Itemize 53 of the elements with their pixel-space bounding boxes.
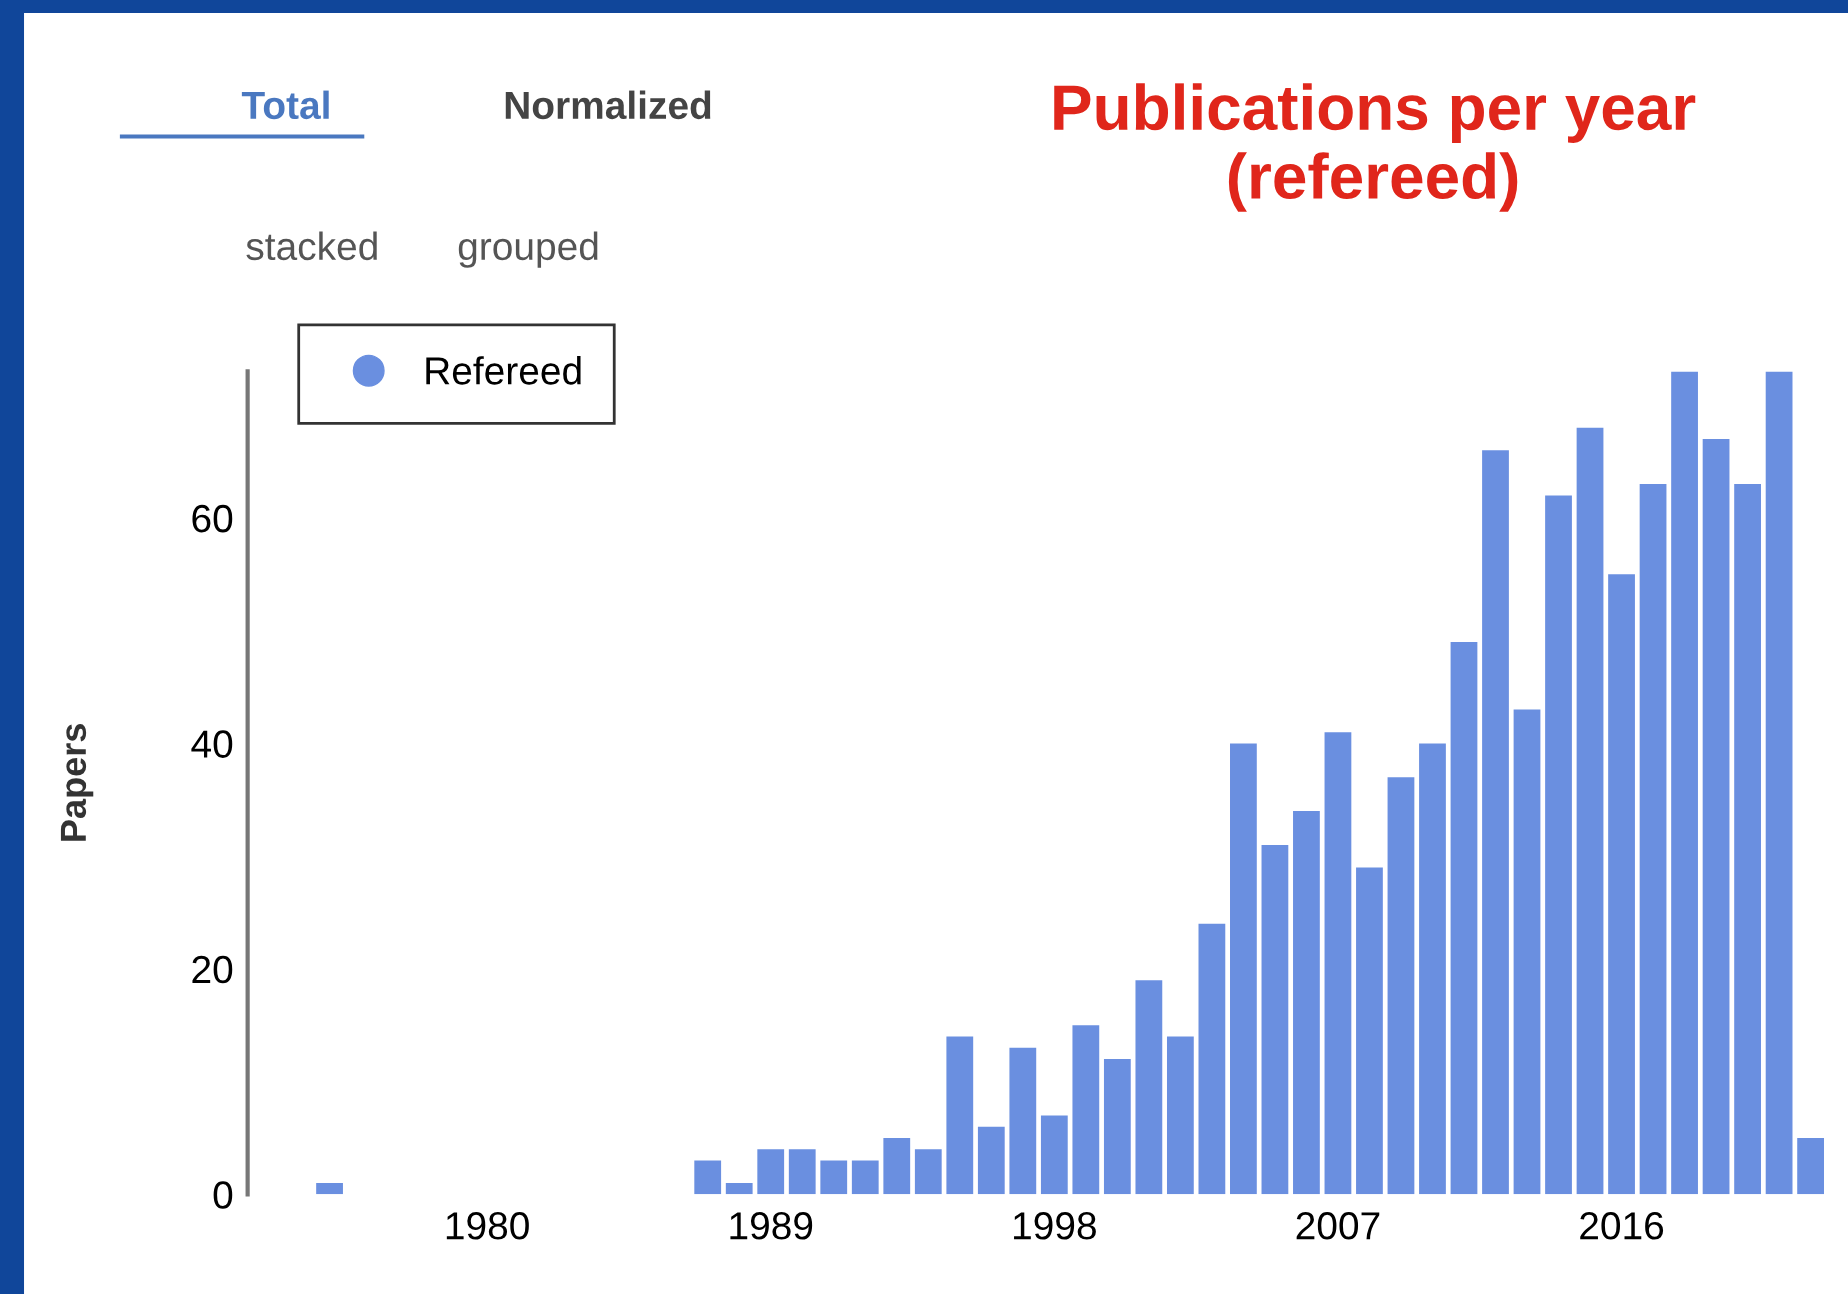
- bar: [1419, 743, 1446, 1195]
- text: stacked: [246, 231, 377, 261]
- bar: [1103, 1059, 1131, 1195]
- bar: [820, 1160, 848, 1195]
- bar: [851, 1160, 879, 1195]
- bar: [694, 1160, 722, 1195]
- bar: [1198, 923, 1226, 1195]
- bar: [788, 1149, 816, 1195]
- x-tick-label: 1980: [446, 1212, 529, 1240]
- bar: [946, 1036, 974, 1195]
- bar: [883, 1137, 911, 1195]
- x-tick-label: 1989: [730, 1212, 813, 1240]
- bar: [1356, 867, 1383, 1195]
- y-tick-label: 20: [192, 955, 233, 984]
- bar: [1702, 439, 1730, 1195]
- bar: [1387, 777, 1415, 1195]
- bar: [1734, 484, 1761, 1195]
- chart-title: Publications per year (refereed): [1054, 83, 1696, 212]
- bar: [1797, 1137, 1825, 1195]
- y-tick-label: 40: [191, 730, 233, 758]
- bar: [1482, 450, 1509, 1195]
- bar: [1293, 811, 1320, 1195]
- bar: [1009, 1047, 1037, 1195]
- legend-label: Refereed: [426, 356, 581, 385]
- bar: [1450, 641, 1478, 1195]
- bar: [725, 1183, 753, 1195]
- text: Normalized: [505, 90, 711, 120]
- y-axis-title: Papers: [60, 724, 94, 841]
- x-tick-label: 2007: [1296, 1212, 1380, 1240]
- bar: [1261, 844, 1289, 1195]
- bar: [914, 1149, 942, 1195]
- y-tick-label: 0: [213, 1181, 233, 1209]
- bar: [1072, 1025, 1100, 1195]
- bar: [977, 1126, 1005, 1195]
- bar: [1671, 371, 1698, 1195]
- bar: [1324, 732, 1352, 1195]
- bar: [1608, 574, 1635, 1195]
- text: grouped: [458, 231, 598, 268]
- bar: [757, 1149, 785, 1195]
- bar: [1166, 1036, 1194, 1195]
- bar: [1765, 371, 1793, 1195]
- x-tick-label: 2016: [1580, 1212, 1664, 1240]
- bar: [1576, 427, 1604, 1195]
- bar: [1230, 743, 1257, 1195]
- text: Total: [241, 90, 329, 120]
- bar: [1545, 495, 1572, 1195]
- bar: [316, 1183, 343, 1195]
- x-tick-label: 1998: [1014, 1212, 1096, 1240]
- bar: [1513, 709, 1541, 1195]
- y-tick-label: 60: [192, 504, 233, 533]
- bar: [1040, 1115, 1068, 1195]
- bar: [1639, 484, 1667, 1195]
- bar: [1135, 980, 1163, 1195]
